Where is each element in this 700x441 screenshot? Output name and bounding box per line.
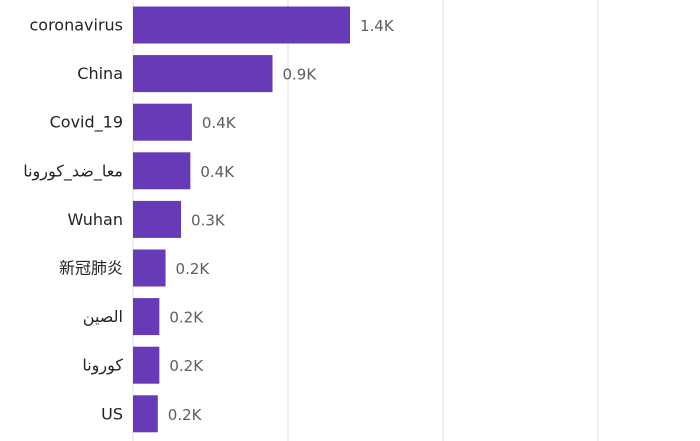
category-label-3: معا_ضد_كورونا [23, 161, 123, 181]
data-label-1: 0.9K [283, 66, 318, 84]
bar-0[interactable] [133, 6, 350, 44]
bar-5[interactable] [133, 249, 166, 287]
bar-6[interactable] [133, 298, 160, 336]
bar-3[interactable] [133, 152, 191, 190]
data-label-0: 1.4K [360, 17, 395, 35]
category-label-8: US [101, 404, 123, 423]
bar-1[interactable] [133, 55, 273, 93]
data-label-8: 0.2K [168, 406, 203, 424]
bar-7[interactable] [133, 346, 160, 384]
category-label-2: Covid_19 [50, 113, 123, 133]
category-label-1: China [77, 64, 123, 83]
data-label-4: 0.3K [191, 211, 226, 229]
category-label-5: 新冠肺炎 [59, 259, 123, 278]
data-label-6: 0.2K [169, 309, 204, 327]
bar-8[interactable] [133, 395, 158, 433]
data-label-3: 0.4K [200, 163, 235, 181]
data-label-5: 0.2K [176, 260, 211, 278]
category-label-4: Wuhan [68, 210, 123, 229]
bar-2[interactable] [133, 103, 192, 141]
category-labels: coronavirus China Covid_19 معا_ضد_كورونا Wuh… [23, 16, 123, 424]
category-label-0: coronavirus [29, 16, 123, 35]
data-label-2: 0.4K [202, 114, 237, 132]
data-label-7: 0.2K [169, 357, 204, 375]
data-labels: 1.4K 0.9K 0.4K 0.4K 0.3K 0.2K 0.2K 0.2K 0.2K [168, 17, 395, 424]
bar-4[interactable] [133, 200, 182, 238]
bars [133, 6, 350, 433]
category-label-6: الصين [83, 307, 123, 327]
category-label-7: كورونا [82, 356, 123, 376]
